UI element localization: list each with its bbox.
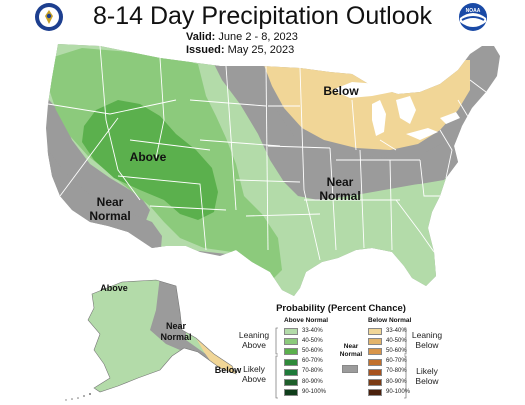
legend-above-swatch: [284, 389, 298, 397]
legend-near-normal-label: Near Normal: [339, 343, 363, 358]
map-title: 8-14 Day Precipitation Outlook: [92, 2, 433, 30]
label-alaska-near-1: Near: [166, 321, 187, 331]
legend-above-swatch: [284, 348, 298, 356]
legend-brackets: [275, 327, 407, 399]
legend-likely-below: Likely Below: [415, 366, 439, 386]
above-50-60-region: [82, 100, 218, 220]
legend-above-swatch: [284, 379, 298, 386]
legend-above-label: 40-50%: [302, 337, 323, 344]
legend-leaning-below: Leaning Below: [411, 330, 443, 350]
state-boundaries: [47, 45, 487, 261]
legend-below-swatch: [368, 338, 382, 346]
legend-likely-above: Likely Above: [241, 364, 267, 384]
label-alaska-below: Below: [215, 365, 243, 375]
label-above-west: Above: [130, 150, 167, 164]
legend-below-swatch: [368, 348, 382, 356]
legend-above-swatch: [284, 368, 298, 376]
noaa-logo-text: NOAA: [466, 8, 481, 14]
near-normal-central-band: [212, 60, 500, 200]
great-lakes: [332, 82, 460, 140]
legend-below-label: 90-100%: [386, 388, 411, 395]
legend-title: Probability (Percent Chance): [276, 303, 406, 314]
label-near-central-1: Near: [327, 175, 354, 189]
legend-below-label: 50-60%: [386, 347, 407, 354]
legend-below-label: 80-90%: [386, 378, 407, 385]
legend-above-label: 33-40%: [302, 327, 323, 334]
legend-below-header: Below Normal: [368, 317, 412, 324]
legend-above-label: 90-100%: [302, 388, 327, 395]
legend-above-swatch: [284, 328, 298, 335]
aleutian-islands: [65, 393, 91, 401]
legend-above-header: Above Normal: [284, 317, 329, 324]
alaska-outline: [87, 279, 237, 393]
legend-above-label: 60-70%: [302, 358, 323, 365]
legend-below-label: 40-50%: [386, 337, 407, 344]
legend-below-swatch: [368, 379, 382, 386]
label-alaska-above: Above: [100, 283, 128, 293]
noaa-logo-icon: NOAA: [459, 3, 487, 31]
legend-below-swatch: [368, 328, 382, 335]
legend-above-label: 70-80%: [302, 368, 323, 375]
label-alaska-near-2: Normal: [160, 332, 191, 342]
label-near-west-1: Near: [97, 195, 124, 209]
commerce-seal-icon: [35, 3, 63, 31]
legend-below-swatch: [368, 358, 382, 366]
label-below-north: Below: [323, 84, 359, 98]
legend-leaning-above: Leaning Above: [238, 330, 270, 350]
legend-above-label: 80-90%: [302, 378, 323, 385]
label-near-central-2: Normal: [319, 189, 360, 203]
legend-below-label: 60-70%: [386, 358, 407, 365]
legend-below-label: 70-80%: [386, 368, 407, 375]
legend-near-normal-swatch: [342, 365, 358, 373]
legend-below-label: 33-40%: [386, 327, 407, 334]
label-near-west-2: Normal: [89, 209, 130, 223]
legend-below-swatch: [368, 389, 382, 397]
legend-above-label: 50-60%: [302, 347, 323, 354]
legend-below-swatch: [368, 368, 382, 376]
issued-date: Issued: May 25, 2023: [186, 44, 295, 56]
valid-dates: Valid: June 2 - 8, 2023: [186, 31, 298, 43]
legend-above-swatch: [284, 358, 298, 366]
legend-above-swatch: [284, 338, 298, 346]
probability-legend: Probability (Percent Chance) Above Norma…: [236, 300, 446, 402]
